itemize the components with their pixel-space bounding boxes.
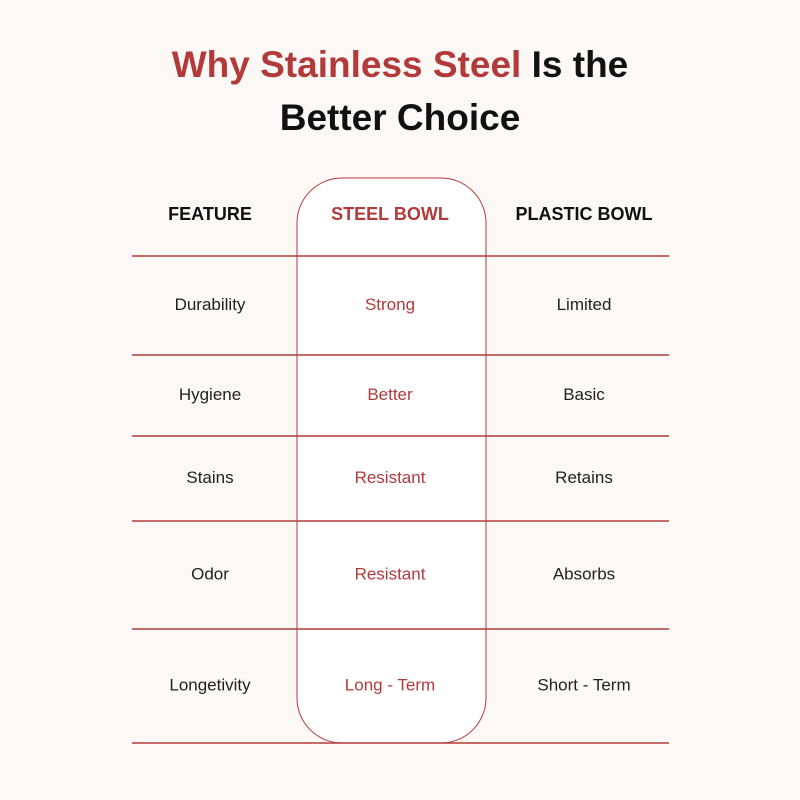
cell: Longetivity <box>169 675 251 694</box>
highlight-column <box>296 177 487 744</box>
cell: Absorbs <box>553 564 615 583</box>
cell: Resistant <box>355 564 426 583</box>
title-highlight: Why Stainless Steel <box>171 44 522 85</box>
cell: Durability <box>175 295 246 314</box>
cell: Limited <box>557 295 612 314</box>
cell: Retains <box>555 468 613 487</box>
title-rest: Is the Better Choice <box>279 44 629 138</box>
cell: Short - Term <box>537 675 630 694</box>
cell: Strong <box>365 295 415 314</box>
cell: Odor <box>191 564 229 583</box>
cell: Resistant <box>355 468 426 487</box>
column-header: FEATURE <box>168 204 252 224</box>
column-header: PLASTIC BOWL <box>516 204 653 224</box>
cell: Basic <box>563 385 605 404</box>
cell: Hygiene <box>179 385 241 404</box>
title: Why Stainless Steel Is the Better Choice <box>130 38 670 144</box>
cell: Better <box>367 385 413 404</box>
column-header: STEEL BOWL <box>331 204 449 224</box>
cell: Long - Term <box>345 675 435 694</box>
cell: Stains <box>186 468 233 487</box>
